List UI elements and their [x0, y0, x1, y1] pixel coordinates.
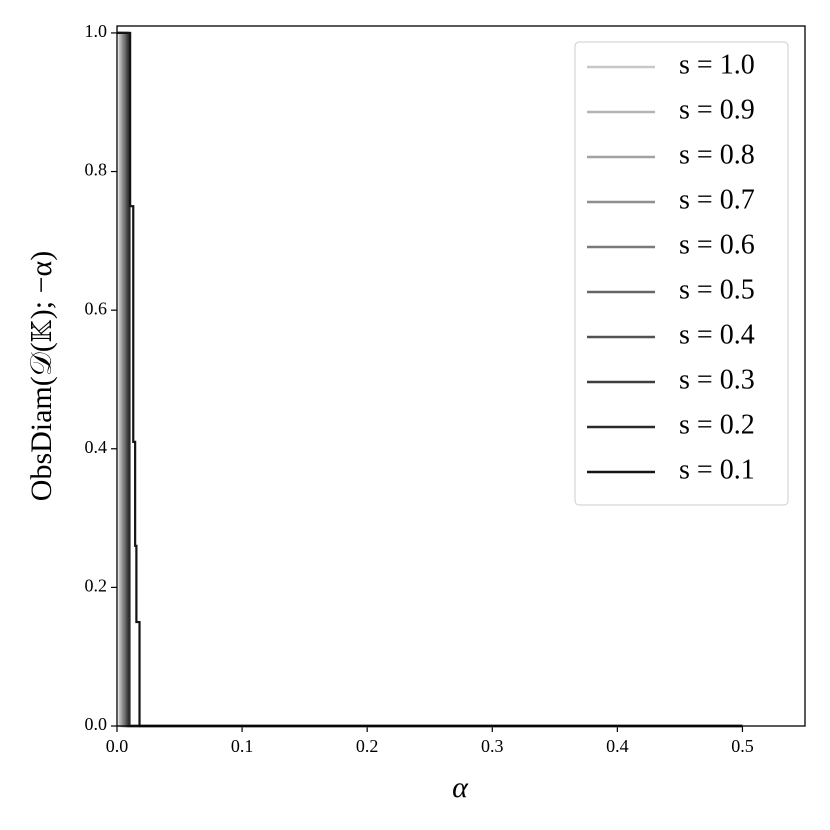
- x-tick-label: 0.1: [231, 736, 254, 756]
- legend-label: s = 0.3: [679, 364, 755, 395]
- x-tick-label: 0.0: [106, 736, 129, 756]
- y-tick-label: 0.2: [85, 576, 108, 596]
- y-tick-label: 0.8: [85, 160, 108, 180]
- y-axis-label: ObsDiam(𝒟(𝕂); −α): [25, 251, 58, 501]
- legend-label: s = 0.8: [679, 139, 755, 170]
- y-tick-label: 0.6: [85, 298, 108, 318]
- legend-label: s = 0.1: [679, 454, 755, 485]
- x-tick-label: 0.4: [606, 736, 629, 756]
- legend-label: s = 0.4: [679, 319, 755, 350]
- legend-label: s = 0.2: [679, 409, 755, 440]
- x-tick-label: 0.2: [356, 736, 379, 756]
- legend-label: s = 1.0: [679, 49, 755, 80]
- x-tick-label: 0.5: [731, 736, 754, 756]
- y-tick-label: 0.0: [85, 714, 108, 734]
- x-tick-label: 0.3: [481, 736, 504, 756]
- plot-frame: [116, 25, 806, 727]
- y-tick-label: 1.0: [85, 21, 108, 41]
- legend-label: s = 0.9: [679, 94, 755, 125]
- legend-label: s = 0.7: [679, 184, 755, 215]
- y-tick-label: 0.4: [85, 437, 108, 457]
- legend-label: s = 0.5: [679, 274, 755, 305]
- series-line: [117, 31, 743, 728]
- legend-label: s = 0.6: [679, 229, 755, 260]
- x-axis-label: α: [452, 771, 469, 804]
